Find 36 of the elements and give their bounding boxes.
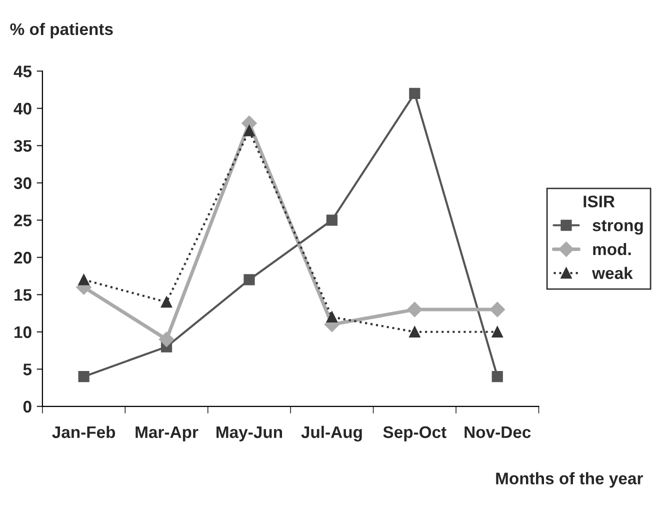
y-tick-label: 35 [14,140,32,152]
point [244,125,255,136]
x-tick-label: Mar-Apr [136,426,198,442]
y-tick-label: 45 [14,66,32,78]
point [492,326,503,338]
legend-label: mod. [593,242,631,256]
point [409,88,420,100]
point [244,274,255,286]
point [326,214,338,226]
legend-label: strong [592,220,643,235]
x-axis-title: Months of the year [496,472,643,488]
y-tick-label: 20 [14,252,32,264]
legend-title: ISIR [584,196,615,208]
point [409,326,420,338]
point [160,296,172,308]
x-tick-label: Sep-Oct [383,426,446,442]
legend-label: weak [592,266,633,280]
x-tick-label: Jan-Feb [52,426,116,438]
x-tick-label: May-Jun [216,426,282,442]
point [78,371,90,382]
point [407,302,422,318]
point [78,274,90,286]
point [490,302,505,318]
point [158,332,174,347]
point [492,371,503,382]
x-tick-label: Jul-Aug [301,426,362,442]
x-tick-label: Nov-Dec [464,426,531,438]
point [326,311,338,323]
y-tick-label: 25 [14,214,32,226]
y-tick-label: 0 [23,400,32,413]
y-tick-label: 5 [23,364,32,376]
y-tick-label: 40 [14,102,32,115]
y-axis-title: % of patients [10,22,113,38]
y-tick-label: 15 [14,289,32,301]
y-tick-label: 10 [14,326,32,338]
y-tick-label: 30 [14,177,32,190]
